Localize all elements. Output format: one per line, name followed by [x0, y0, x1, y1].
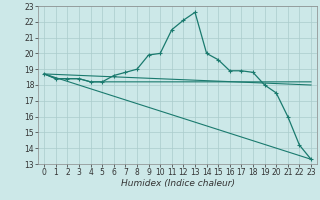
X-axis label: Humidex (Indice chaleur): Humidex (Indice chaleur): [121, 179, 235, 188]
